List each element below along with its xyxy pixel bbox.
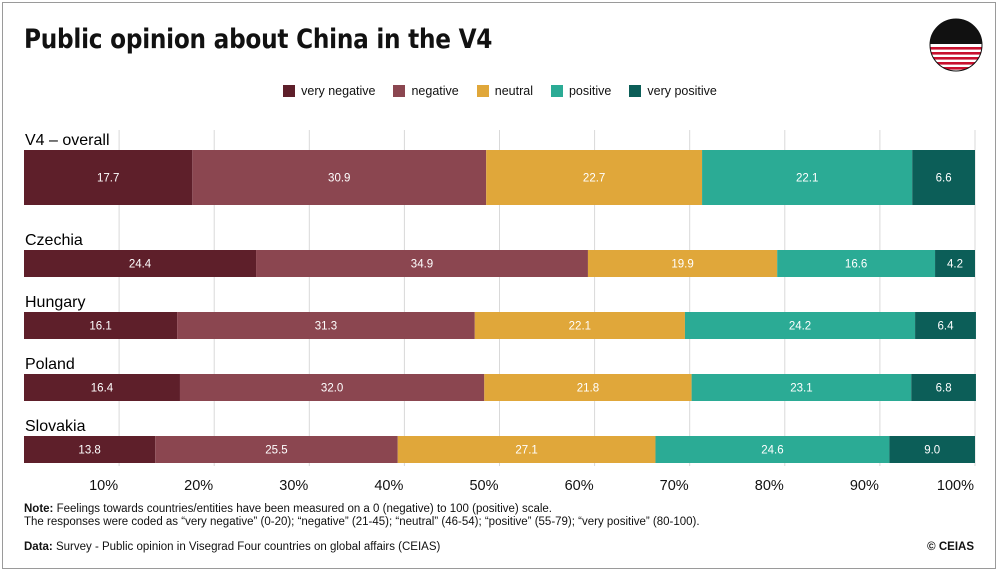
stacked-bar-chart: V4 – overall 17.7 30.9 22.7 22.1 6.6 Czechia 24… [24, 130, 976, 494]
category-label: Hungary [25, 294, 85, 311]
bar-segment [256, 250, 588, 277]
data-label: 24.6 [761, 445, 783, 457]
bar-segment [587, 250, 778, 277]
bar-segment [24, 150, 193, 205]
x-tick-label: 90% [850, 478, 879, 494]
legend-item: very negative [283, 84, 375, 98]
chart-title: Public opinion about China in the V4 [24, 24, 493, 55]
x-tick-label: 100% [937, 478, 974, 494]
bar-segment [486, 150, 703, 205]
legend-label: neutral [494, 84, 533, 98]
bar-segment [655, 436, 890, 463]
ceias-logo-icon [929, 18, 983, 72]
x-tick-label: 70% [660, 478, 689, 494]
bar-segment [24, 250, 257, 277]
data-label: 6.8 [936, 383, 952, 395]
x-tick-label: 60% [565, 478, 594, 494]
data-label: 21.8 [577, 383, 599, 395]
bar-segment [179, 374, 485, 401]
data-label: 34.9 [411, 259, 433, 271]
x-tick-label: 40% [374, 478, 403, 494]
category-label: Poland [25, 356, 75, 373]
bar-segment [889, 436, 975, 463]
category-label: V4 – overall [25, 132, 110, 149]
data-label: 6.4 [938, 321, 955, 333]
x-tick-label: 30% [279, 478, 308, 494]
bar-segment [474, 312, 685, 339]
data-label: 16.6 [845, 259, 867, 271]
bar-segment [777, 250, 936, 277]
data-label: 22.7 [583, 173, 605, 185]
x-tick-label: 50% [469, 478, 498, 494]
bar-segment [24, 374, 180, 401]
data-label: 27.1 [515, 445, 537, 457]
data-label: 23.1 [790, 383, 812, 395]
data-label: 19.9 [671, 259, 693, 271]
legend-swatch [629, 85, 642, 97]
data-label: 22.1 [569, 321, 591, 333]
x-tick-label: 80% [755, 478, 784, 494]
x-tick-label: 20% [184, 478, 213, 494]
data-label: 9.0 [924, 445, 940, 457]
legend-item: very positive [629, 84, 717, 98]
legend-swatch [550, 85, 563, 97]
data-label: 31.3 [315, 321, 337, 333]
data-label: 32.0 [321, 383, 343, 395]
legend-swatch [476, 85, 489, 97]
bar-segment [24, 312, 178, 339]
chart-legend: very negative negative neutral positive very… [0, 84, 1000, 98]
data-label: 16.1 [89, 321, 111, 333]
data-label: 4.2 [947, 259, 963, 271]
category-label: Slovakia [25, 418, 86, 435]
note-line-1: Feelings towards countries/entities have… [53, 503, 553, 515]
data-label: 24.2 [789, 321, 811, 333]
data-label: 17.7 [97, 173, 119, 185]
chart-note: Note: Feelings towards countries/entitie… [24, 503, 700, 529]
bar-segment [912, 150, 975, 205]
legend-swatch [283, 85, 296, 97]
bar-segment [702, 150, 913, 205]
bar-segment [484, 374, 692, 401]
data-label: 6.6 [936, 173, 952, 185]
data-source-text: Survey - Public opinion in Visegrad Four… [52, 541, 441, 553]
bar-segment [177, 312, 475, 339]
category-label: Czechia [25, 232, 83, 249]
note-label: Note: [24, 503, 54, 515]
bar-segment [911, 374, 976, 401]
bar-segment [24, 436, 156, 463]
legend-swatch [393, 85, 406, 97]
bar-segment [691, 374, 912, 401]
x-tick-label: 10% [89, 478, 118, 494]
data-label: 22.1 [796, 173, 818, 185]
data-label: 13.8 [78, 445, 100, 457]
legend-item: neutral [476, 84, 533, 98]
bar-segment [684, 312, 916, 339]
bar-segment [155, 436, 398, 463]
legend-label: negative [411, 84, 459, 98]
note-line-2: The responses were coded as “very negati… [24, 516, 700, 528]
data-label: 25.5 [265, 445, 287, 457]
data-label: 16.4 [91, 383, 114, 395]
copyright: © CEIAS [927, 541, 974, 553]
bar-segment [915, 312, 976, 339]
bar-segment [397, 436, 656, 463]
legend-item: negative [393, 84, 459, 98]
legend-label: very negative [301, 84, 376, 98]
data-source: Data: Survey - Public opinion in Visegra… [24, 541, 440, 553]
data-label: 30.9 [328, 173, 350, 185]
legend-label: positive [568, 84, 612, 98]
bar-segment [192, 150, 487, 205]
bar-segment [935, 250, 975, 277]
legend-label: very positive [647, 84, 717, 98]
legend-item: positive [550, 84, 612, 98]
data-label: Data: [24, 541, 53, 553]
data-label: 24.4 [129, 259, 152, 271]
